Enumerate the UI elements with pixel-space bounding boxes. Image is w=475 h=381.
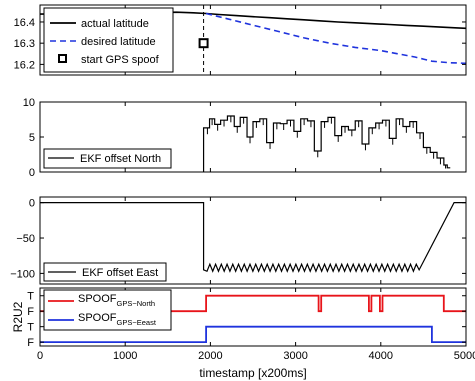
x-tick-label: 1000 <box>113 350 137 362</box>
y-tick-label: −100 <box>10 268 35 280</box>
legend-label: SPOOFGPS−North <box>78 293 155 308</box>
legend-box <box>43 262 167 282</box>
x-tick-label: 3000 <box>283 350 307 362</box>
x-axis-title: timestamp [x200ms] <box>199 366 306 380</box>
panel-frame <box>39 196 467 285</box>
y-tick-label: T <box>27 291 34 303</box>
panel-4: FTFT010002000300040005000SPOOFGPS−NorthS… <box>11 287 475 380</box>
y-tick-label: 0 <box>29 198 35 210</box>
series-line-1-2 <box>205 12 466 65</box>
y-tick-label: 16.3 <box>14 38 35 50</box>
y-tick-label: 10 <box>23 97 35 109</box>
panel-3: −100 −50 0 EKF offset East <box>10 196 467 285</box>
legend-swatch <box>58 54 67 63</box>
panel-frame <box>39 287 467 347</box>
series-line-4-2 <box>40 325 466 344</box>
legend-4: SPOOFGPS−North SPOOFGPS−Eeast <box>43 289 172 331</box>
legend-label: EKF offset East <box>82 267 158 279</box>
y-tick-label: 5 <box>29 132 35 144</box>
legend-1: actual latitude desired latitude start GPS… <box>43 7 174 73</box>
plot-area-4 <box>40 294 466 344</box>
legend-label: EKF offset North <box>80 153 161 165</box>
x-tick-label: 4000 <box>369 350 393 362</box>
y-tick-label: F <box>27 306 34 318</box>
start-spoof-marker <box>198 38 209 49</box>
y-tick-label: T <box>27 322 34 334</box>
series-line-4-1 <box>40 294 466 313</box>
panel-frame <box>39 4 467 76</box>
legend-box <box>43 148 172 169</box>
legend-label: start GPS spoof <box>81 54 160 66</box>
y-tick-label: −50 <box>16 233 35 245</box>
y-axis-title: R2U2 <box>11 301 25 332</box>
y-tick-label: F <box>27 337 34 349</box>
plot-area-2 <box>202 115 451 172</box>
legend-label: SPOOFGPS−Eeast <box>78 312 157 327</box>
x-tick-label: 2000 <box>198 350 222 362</box>
y-tick-label: 0 <box>29 167 35 179</box>
panel-2: 0 5 10 EKF offset North <box>23 97 467 179</box>
plot-area-3 <box>40 202 466 273</box>
legend-label: desired latitude <box>81 36 156 48</box>
legend-2: EKF offset North <box>43 148 172 169</box>
legend-box <box>43 289 172 331</box>
x-tick-label: 0 <box>37 350 43 362</box>
x-tick-label: 5000 <box>454 350 475 362</box>
panel-1: 16.2 16.3 16.4 actual latitude desired latit… <box>14 4 467 76</box>
y-tick-label: 16.4 <box>14 17 35 29</box>
legend-label: actual latitude <box>81 18 149 30</box>
legend-3: EKF offset East <box>43 262 167 282</box>
y-tick-label: 16.2 <box>14 59 35 71</box>
series-line-3-1 <box>40 202 466 273</box>
panel-frame <box>39 101 467 173</box>
